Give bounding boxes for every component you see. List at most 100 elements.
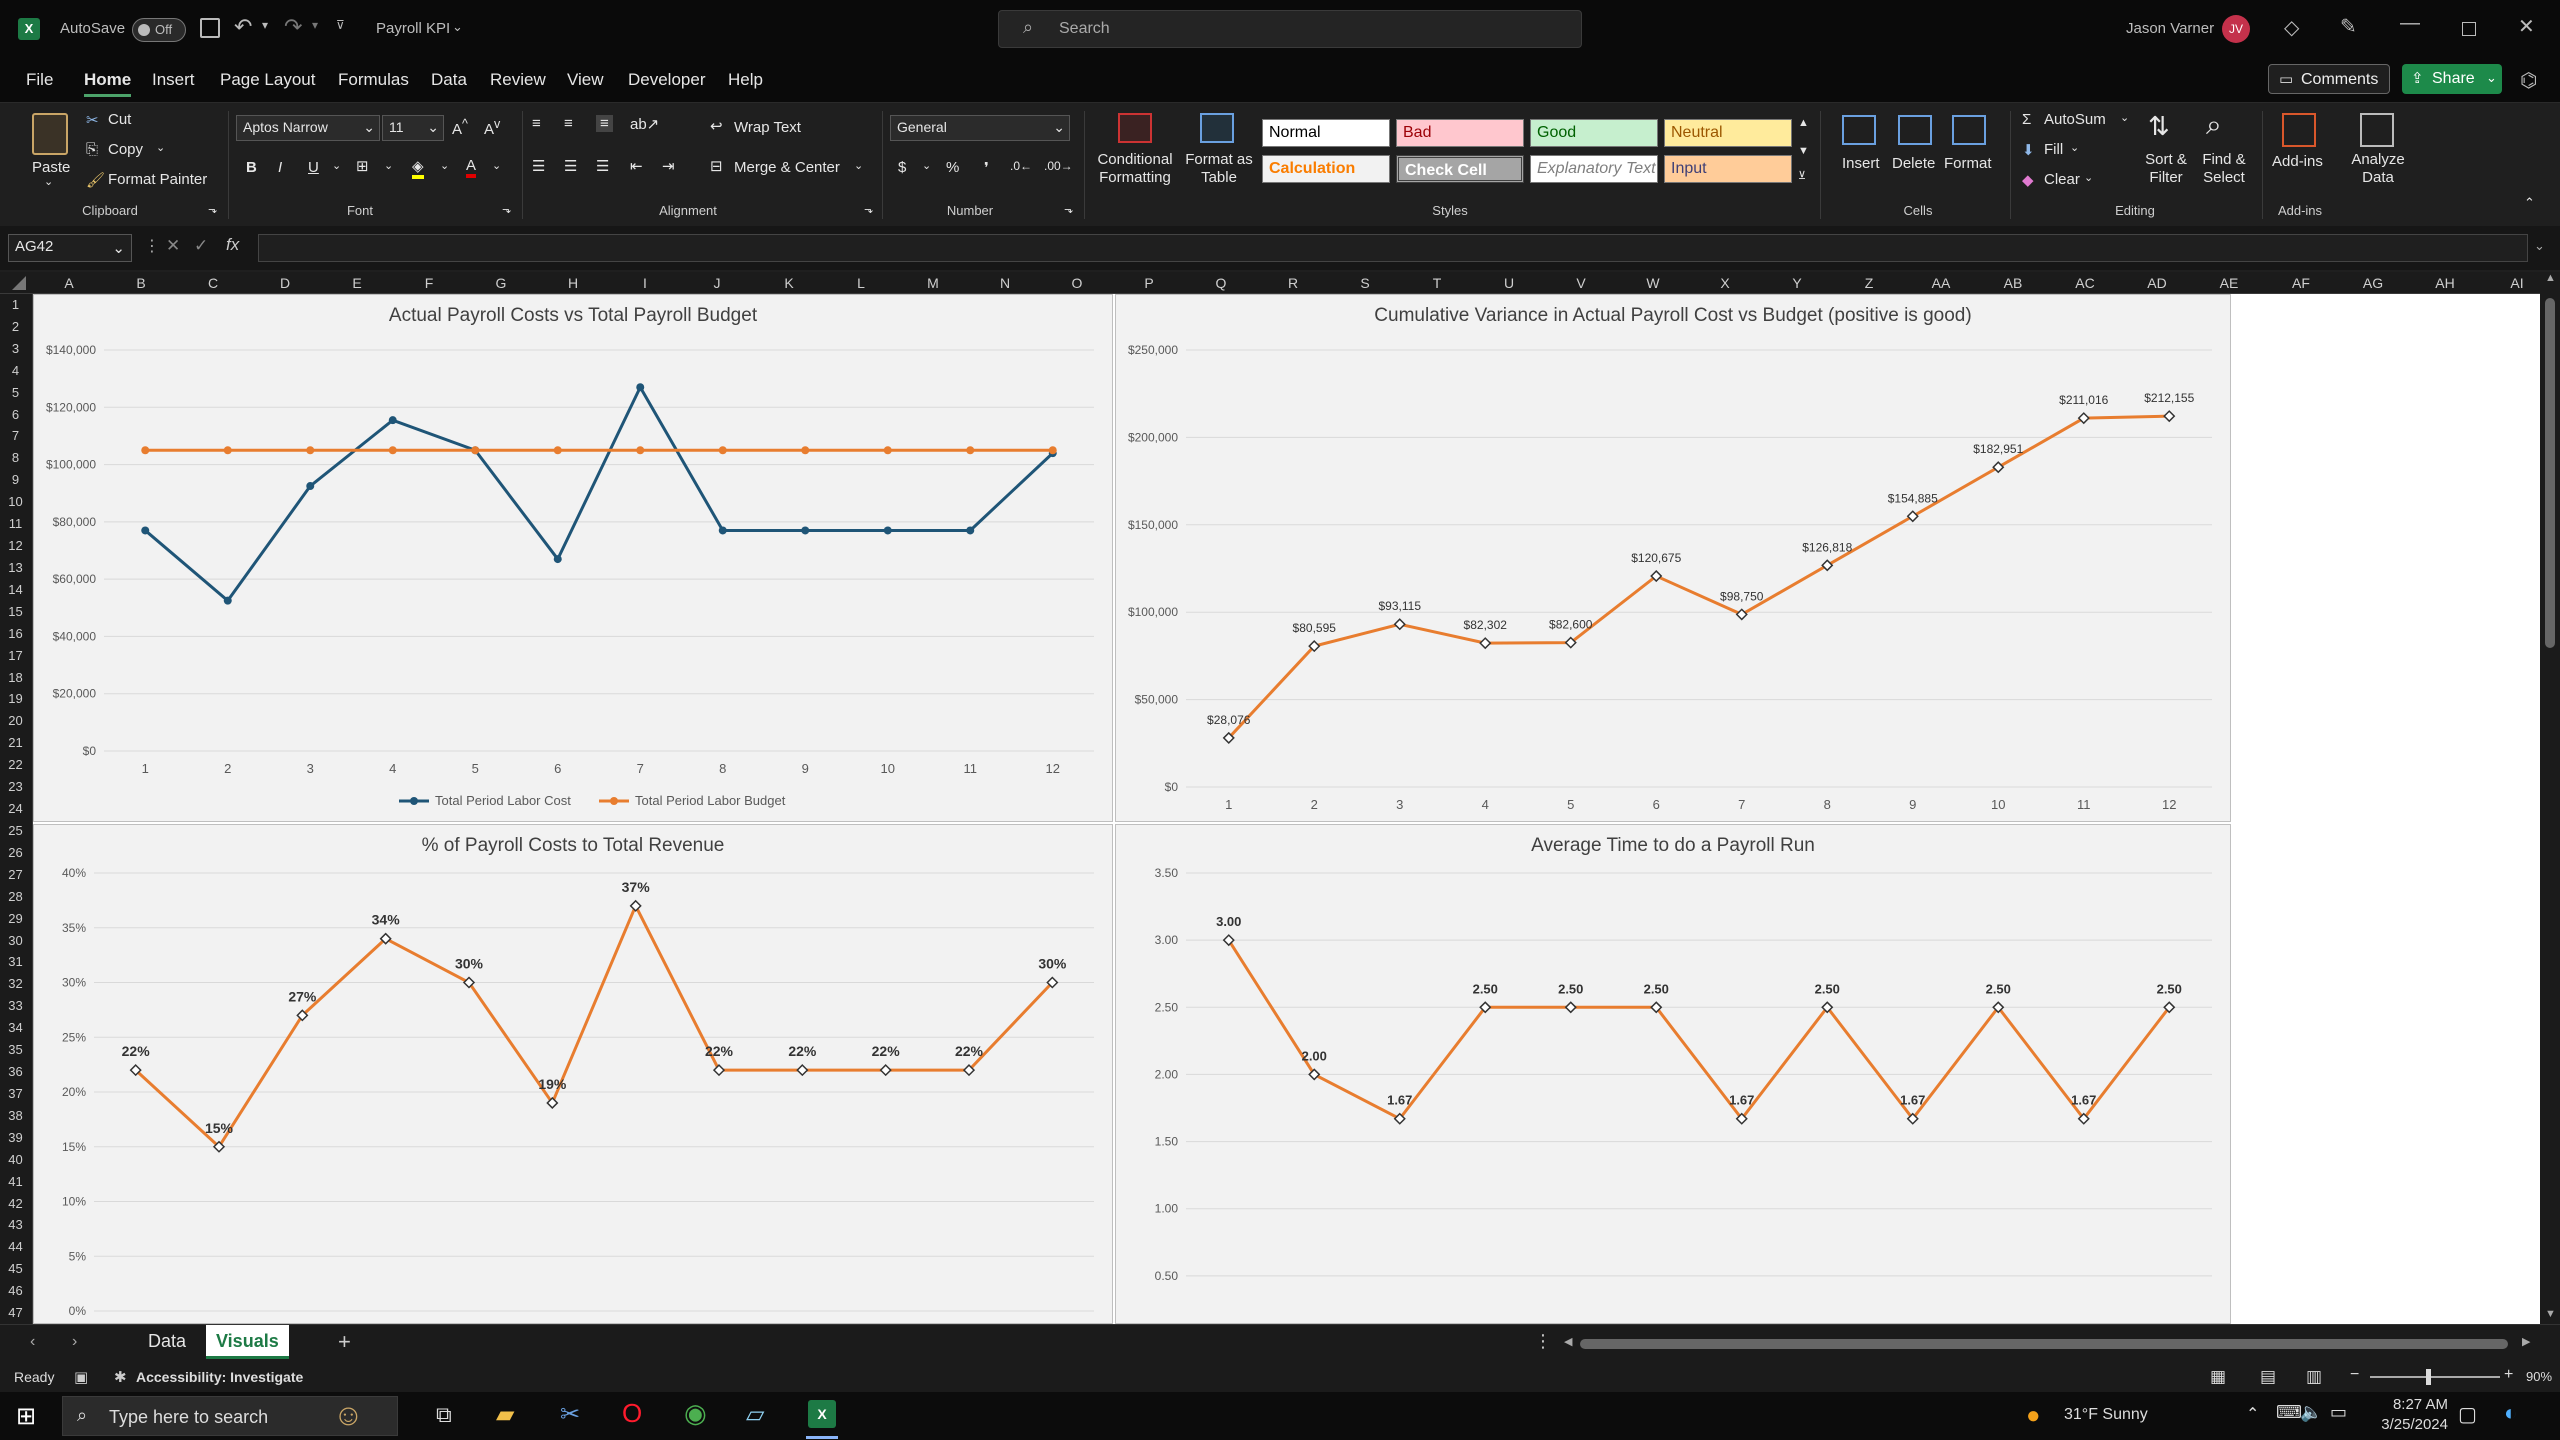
- task-view-icon[interactable]: ⧉: [436, 1402, 452, 1427]
- hscroll-left-icon[interactable]: ◀: [1564, 1336, 1573, 1348]
- column-header[interactable]: O: [1071, 275, 1083, 291]
- align-bottom-icon[interactable]: ≡: [596, 115, 613, 132]
- confirm-entry-icon[interactable]: ✓: [194, 236, 209, 255]
- column-header[interactable]: AG: [2362, 275, 2384, 291]
- user-name[interactable]: Jason Varner: [2126, 20, 2215, 37]
- undo-dropdown-icon[interactable]: ▾: [262, 18, 269, 32]
- column-header[interactable]: R: [1287, 275, 1299, 291]
- notepad-icon[interactable]: ▱: [746, 1401, 765, 1428]
- underline-icon[interactable]: U: [308, 159, 319, 176]
- tab-view[interactable]: View: [567, 70, 604, 89]
- zoom-slider[interactable]: [2370, 1369, 2500, 1385]
- weather-icon[interactable]: ●: [2026, 1402, 2041, 1429]
- tab-developer[interactable]: Developer: [628, 70, 706, 89]
- addins-icon[interactable]: [2282, 113, 2316, 147]
- row-header[interactable]: 14: [8, 581, 23, 597]
- name-box[interactable]: AG42 ⌄: [8, 234, 132, 262]
- format-cells-label[interactable]: Format: [1944, 155, 1992, 172]
- row-header[interactable]: 22: [8, 757, 23, 773]
- row-header[interactable]: 5: [11, 384, 20, 400]
- tab-data[interactable]: Data: [431, 70, 467, 89]
- paste-icon[interactable]: [32, 113, 68, 155]
- scroll-up-icon[interactable]: ▲: [2545, 272, 2556, 284]
- fill-color-icon[interactable]: ◈: [412, 157, 424, 179]
- font-name-select[interactable]: Aptos Narrow ⌄: [236, 115, 380, 141]
- style-check-cell[interactable]: Check Cell: [1396, 155, 1524, 183]
- styles-more-icon[interactable]: ⊻: [1798, 170, 1807, 182]
- column-header[interactable]: F: [424, 275, 434, 291]
- macro-record-icon[interactable]: ▣: [74, 1369, 89, 1386]
- chart-avg-payroll-time[interactable]: Average Time to do a Payroll Run 0.50 1.0…: [1115, 824, 2231, 1324]
- styles-scroll-up-icon[interactable]: ▲: [1798, 117, 1809, 129]
- pen-icon[interactable]: ✎: [2340, 16, 2357, 38]
- font-color-dropdown-icon[interactable]: ⌄: [492, 160, 502, 172]
- number-launcher-icon[interactable]: ⬎: [1064, 204, 1074, 216]
- column-header[interactable]: AI: [2510, 275, 2524, 291]
- row-header[interactable]: 44: [8, 1239, 23, 1255]
- fill-color-dropdown-icon[interactable]: ⌄: [440, 160, 450, 172]
- select-all-corner[interactable]: [12, 276, 26, 290]
- copilot-icon[interactable]: ◐: [2504, 1400, 2518, 1425]
- windows-start-icon[interactable]: ⊞: [16, 1403, 37, 1430]
- row-header[interactable]: 34: [8, 1020, 23, 1036]
- font-launcher-icon[interactable]: ⬎: [502, 204, 512, 216]
- column-header[interactable]: X: [1720, 275, 1730, 291]
- row-header[interactable]: 26: [8, 844, 23, 860]
- close-icon[interactable]: ✕: [2518, 16, 2535, 38]
- addins-label[interactable]: Add-ins: [2272, 153, 2323, 170]
- column-header[interactable]: H: [567, 275, 579, 291]
- row-header[interactable]: 8: [11, 450, 20, 466]
- undo-icon[interactable]: ↶: [234, 14, 253, 39]
- row-header[interactable]: 45: [8, 1261, 23, 1277]
- row-header[interactable]: 43: [8, 1217, 23, 1233]
- underline-dropdown-icon[interactable]: ⌄: [332, 160, 342, 172]
- tab-formulas[interactable]: Formulas: [338, 70, 409, 89]
- scroll-thumb[interactable]: [2545, 298, 2555, 648]
- style-neutral[interactable]: Neutral: [1664, 119, 1792, 147]
- column-header[interactable]: AB: [2003, 275, 2023, 291]
- cut-label[interactable]: Cut: [108, 111, 132, 128]
- column-header[interactable]: W: [1646, 275, 1660, 291]
- align-top-icon[interactable]: ≡: [532, 115, 541, 132]
- insert-function-icon[interactable]: fx: [226, 235, 240, 254]
- row-header[interactable]: 13: [8, 559, 23, 575]
- column-header[interactable]: U: [1503, 275, 1515, 291]
- zoom-level[interactable]: 90%: [2526, 1369, 2553, 1384]
- horizontal-scrollbar[interactable]: [1580, 1339, 2508, 1349]
- format-painter-icon[interactable]: 🖌: [86, 172, 106, 189]
- page-break-view-icon[interactable]: ▥: [2306, 1367, 2323, 1386]
- style-input[interactable]: Input: [1664, 155, 1792, 183]
- collapse-ribbon-icon[interactable]: ⌃: [2524, 195, 2535, 210]
- column-header[interactable]: L: [857, 275, 865, 291]
- column-header[interactable]: M: [927, 275, 939, 291]
- column-header[interactable]: AF: [2292, 275, 2310, 291]
- borders-dropdown-icon[interactable]: ⌄: [384, 160, 394, 172]
- alignment-launcher-icon[interactable]: ⬎: [864, 204, 874, 216]
- clear-icon[interactable]: ◆: [2022, 172, 2034, 189]
- increase-indent-icon[interactable]: ⇥: [662, 158, 675, 175]
- row-header[interactable]: 16: [8, 625, 23, 641]
- column-header[interactable]: Q: [1215, 275, 1227, 291]
- comma-icon[interactable]: ❜: [984, 160, 989, 177]
- document-name[interactable]: Payroll KPI: [376, 20, 451, 37]
- page-layout-view-icon[interactable]: ▤: [2260, 1367, 2277, 1386]
- column-header[interactable]: C: [207, 275, 219, 291]
- row-header[interactable]: 31: [8, 954, 23, 970]
- row-header[interactable]: 35: [8, 1042, 23, 1058]
- align-left-icon[interactable]: ☰: [532, 158, 546, 175]
- tab-file[interactable]: File: [26, 70, 54, 89]
- tab-insert[interactable]: Insert: [152, 70, 195, 89]
- column-header[interactable]: AE: [2219, 275, 2239, 291]
- tab-home[interactable]: Home: [84, 70, 132, 97]
- fill-label[interactable]: Fill: [2044, 141, 2064, 158]
- column-header[interactable]: P: [1144, 275, 1154, 291]
- format-cells-icon[interactable]: [1952, 115, 1986, 145]
- avatar[interactable]: JV: [2222, 15, 2250, 43]
- row-header[interactable]: 47: [8, 1305, 23, 1321]
- row-header[interactable]: 39: [8, 1129, 23, 1145]
- accessibility-status[interactable]: Accessibility: Investigate: [136, 1369, 304, 1385]
- row-header[interactable]: 37: [8, 1085, 23, 1101]
- comments-button[interactable]: ▭ Comments: [2268, 64, 2390, 94]
- row-header[interactable]: 32: [8, 976, 23, 992]
- column-header[interactable]: A: [64, 275, 74, 291]
